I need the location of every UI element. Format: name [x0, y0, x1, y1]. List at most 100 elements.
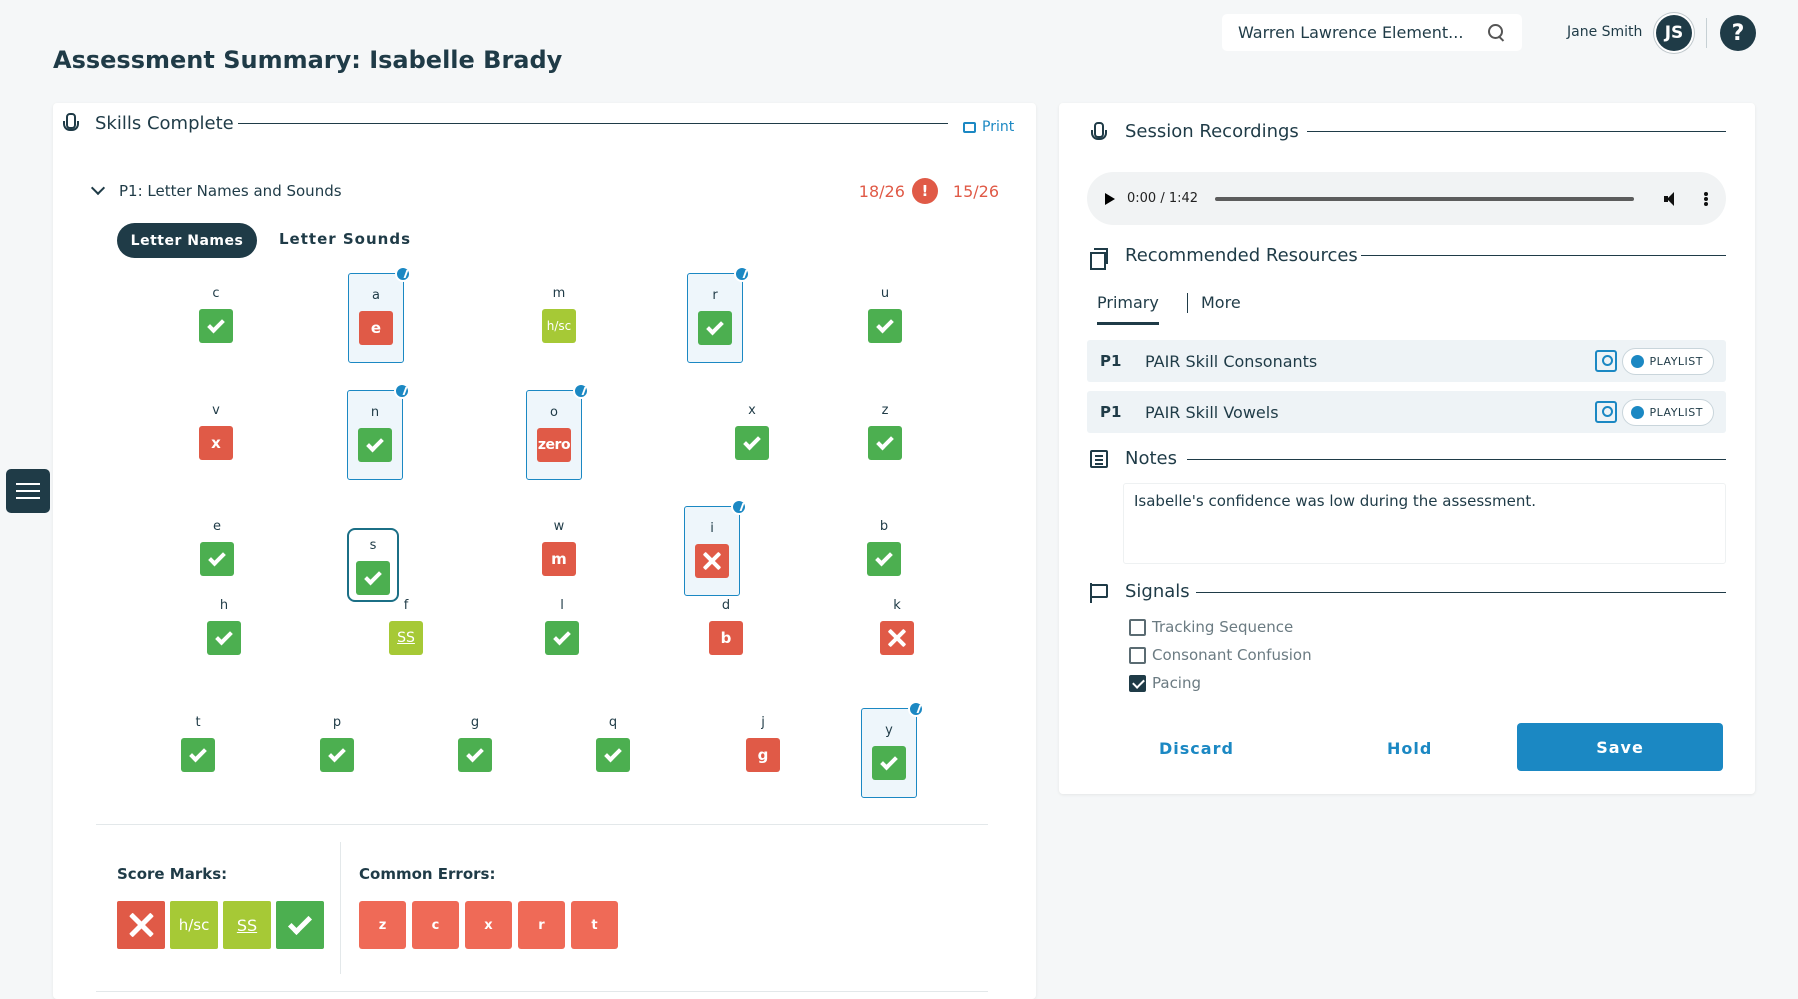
letter-label: m — [552, 286, 566, 301]
skills-card: Skills Complete Print P1: Letter Names a… — [53, 103, 1036, 999]
notes-field[interactable]: Isabelle's confidence was low during the… — [1123, 483, 1726, 564]
avatar[interactable]: JS — [1656, 15, 1692, 51]
letter-tile[interactable]: q — [585, 715, 641, 805]
correct-mark — [867, 542, 901, 576]
resource-row[interactable]: P1 PAIR Skill Consonants PLAYLIST — [1087, 340, 1726, 382]
letter-tile[interactable]: x — [724, 403, 780, 493]
score-mark-ss: SS — [223, 901, 271, 949]
letter-tile[interactable]: n — [347, 383, 410, 480]
letter-tile[interactable]: s — [347, 528, 399, 602]
common-error: x — [465, 901, 512, 949]
volume-icon[interactable] — [1664, 191, 1678, 206]
letter-tile[interactable]: m h/sc — [531, 286, 587, 376]
tab-more[interactable]: More — [1201, 293, 1241, 312]
signal-label: Tracking Sequence — [1152, 618, 1294, 636]
letter-tile[interactable]: k — [869, 598, 925, 688]
section-rule — [1361, 255, 1726, 256]
skills-title: Skills Complete — [95, 113, 234, 134]
letter-tile[interactable]: h — [196, 598, 252, 688]
correct-mark — [698, 311, 732, 345]
audio-progress[interactable] — [1215, 196, 1634, 201]
signal-consonant-confusion[interactable]: Consonant Confusion — [1129, 646, 1312, 664]
letter-tile[interactable]: t — [170, 715, 226, 805]
flag-icon — [1090, 583, 1108, 603]
close-icon — [703, 552, 721, 570]
letter-tile[interactable]: g — [447, 715, 503, 805]
assign-icon[interactable] — [1594, 350, 1617, 372]
chevron-down-icon[interactable] — [90, 180, 106, 196]
signal-label: Pacing — [1152, 674, 1202, 692]
common-error: z — [359, 901, 406, 949]
tab-primary[interactable]: Primary — [1097, 293, 1159, 325]
school-search[interactable]: Warren Lawrence Element... — [1222, 14, 1522, 51]
incorrect-mark — [880, 621, 914, 655]
check-icon — [215, 627, 233, 645]
letter-label: d — [721, 598, 731, 613]
substitution-mark: zero — [537, 428, 571, 462]
checkbox[interactable] — [1129, 674, 1146, 692]
correct-mark — [320, 738, 354, 772]
check-icon — [208, 548, 226, 566]
divider — [340, 842, 341, 974]
checkbox[interactable] — [1129, 618, 1146, 636]
letter-tile[interactable]: o zero — [526, 383, 589, 480]
letter-label: j — [761, 715, 765, 730]
letter-tile[interactable]: r — [687, 266, 750, 363]
letter-tile[interactable]: p — [309, 715, 365, 805]
letter-tile[interactable]: z — [857, 403, 913, 493]
letter-tile[interactable]: c — [188, 286, 244, 376]
correct-mark — [868, 309, 902, 343]
playlist-icon — [1630, 354, 1644, 368]
signal-pacing[interactable]: Pacing — [1129, 674, 1201, 692]
help-button[interactable]: ? — [1720, 15, 1756, 51]
search-icon[interactable] — [1488, 23, 1506, 42]
correct-mark — [872, 746, 906, 780]
letter-label: h — [219, 598, 229, 613]
save-button[interactable]: Save — [1517, 723, 1723, 771]
playlist-badge[interactable]: PLAYLIST — [1621, 398, 1714, 426]
side-panel-toggle[interactable] — [6, 469, 50, 513]
print-button[interactable]: Print — [963, 119, 1014, 135]
more-options-icon[interactable] — [1704, 191, 1708, 206]
audio-player[interactable]: 0:00 / 1:42 — [1087, 172, 1726, 225]
checkbox[interactable] — [1129, 646, 1146, 664]
letter-tile[interactable]: f SS — [378, 598, 434, 688]
section-header[interactable]: P1: Letter Names and Sounds 18/26 ! 15/2… — [89, 178, 999, 204]
letter-tile[interactable]: i — [684, 499, 747, 596]
playlist-badge[interactable]: PLAYLIST — [1621, 347, 1714, 375]
common-errors-title: Common Errors: — [359, 865, 496, 883]
play-icon[interactable] — [1105, 192, 1115, 205]
alert-icon: ! — [911, 178, 938, 204]
audio-time: 0:00 / 1:42 — [1127, 191, 1199, 206]
header-divider — [1706, 18, 1707, 48]
ss-mark: SS — [389, 621, 423, 655]
discard-button[interactable]: Discard — [1159, 739, 1234, 758]
letter-tile[interactable]: e — [189, 519, 245, 609]
letter-label: l — [560, 598, 564, 613]
tab-divider — [1187, 293, 1188, 313]
letter-tile[interactable]: u — [857, 286, 913, 376]
letter-label: k — [893, 598, 901, 613]
letter-tile[interactable]: l — [534, 598, 590, 688]
resource-level: P1 — [1100, 352, 1122, 370]
assign-icon[interactable] — [1594, 401, 1617, 423]
resource-row[interactable]: P1 PAIR Skill Vowels PLAYLIST — [1087, 391, 1726, 433]
letter-tile[interactable]: y — [861, 701, 924, 798]
signal-tracking-sequence[interactable]: Tracking Sequence — [1129, 618, 1293, 636]
hsc-mark: h/sc — [542, 309, 576, 343]
tab-letter-names[interactable]: Letter Names — [117, 223, 257, 258]
correct-mark — [458, 738, 492, 772]
resources-icon — [1090, 248, 1108, 270]
letter-label: b — [879, 519, 889, 534]
hold-button[interactable]: Hold — [1387, 739, 1433, 758]
letter-tile[interactable]: b — [856, 519, 912, 609]
correct-mark — [545, 621, 579, 655]
resources-title: Recommended Resources — [1125, 245, 1358, 266]
tab-letter-sounds[interactable]: Letter Sounds — [279, 230, 411, 248]
check-icon — [287, 910, 313, 936]
